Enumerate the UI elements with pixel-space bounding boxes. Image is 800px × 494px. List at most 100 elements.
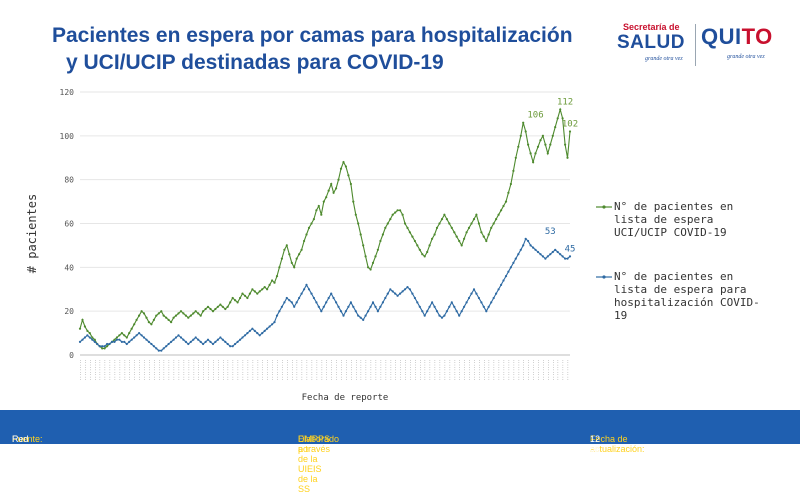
x-tick-label: ......... bbox=[286, 359, 291, 381]
data-point bbox=[502, 279, 505, 282]
x-tick-label: ......... bbox=[281, 359, 286, 381]
data-point bbox=[81, 318, 84, 321]
x-tick-label: ......... bbox=[429, 359, 434, 381]
data-point bbox=[236, 301, 239, 304]
data-point bbox=[389, 288, 392, 291]
x-tick-label: ......... bbox=[448, 359, 453, 381]
x-tick-label: ......... bbox=[562, 359, 567, 381]
x-tick-label: ......... bbox=[522, 359, 527, 381]
data-point bbox=[564, 257, 567, 260]
data-point bbox=[342, 161, 345, 164]
data-point bbox=[482, 235, 485, 238]
x-tick-label: ......... bbox=[296, 359, 301, 381]
data-point bbox=[497, 288, 500, 291]
data-point bbox=[243, 294, 247, 297]
data-point bbox=[527, 239, 530, 243]
data-point bbox=[229, 301, 232, 304]
page-title: Pacientes en espera por camas para hospi… bbox=[52, 22, 612, 76]
data-point bbox=[337, 178, 340, 181]
data-point bbox=[231, 345, 234, 348]
data-point bbox=[174, 336, 178, 339]
data-point bbox=[135, 318, 138, 321]
data-point bbox=[519, 134, 522, 137]
x-tick-label: ......... bbox=[463, 359, 468, 381]
data-point bbox=[189, 314, 192, 317]
data-point bbox=[150, 342, 153, 346]
logo-divider bbox=[695, 24, 696, 66]
x-tick-label: ......... bbox=[537, 359, 542, 381]
data-point bbox=[337, 305, 340, 308]
data-point bbox=[460, 310, 463, 313]
data-point bbox=[448, 222, 451, 225]
data-point bbox=[234, 299, 237, 302]
data-point bbox=[118, 334, 121, 337]
data-point bbox=[108, 342, 111, 346]
data-point bbox=[458, 314, 461, 317]
data-point bbox=[524, 130, 527, 133]
data-point bbox=[416, 244, 419, 247]
legend-label: N° de pacientes en bbox=[614, 270, 733, 283]
data-point bbox=[219, 336, 222, 339]
data-point bbox=[475, 213, 478, 216]
x-tick-label: ......... bbox=[133, 359, 138, 381]
data-point bbox=[162, 347, 165, 350]
data-point bbox=[389, 218, 392, 221]
data-point bbox=[568, 130, 572, 133]
data-point bbox=[211, 310, 215, 313]
x-tick-label: ......... bbox=[153, 359, 158, 381]
data-point bbox=[546, 152, 549, 155]
data-point bbox=[226, 342, 229, 346]
data-label: 102 bbox=[562, 119, 578, 129]
data-point bbox=[214, 307, 217, 311]
legend-label: lista de espera bbox=[614, 213, 713, 226]
data-point bbox=[359, 233, 362, 236]
data-point bbox=[177, 334, 180, 337]
data-point bbox=[465, 301, 468, 304]
data-point bbox=[421, 310, 424, 313]
data-point bbox=[93, 338, 96, 341]
data-point bbox=[463, 237, 466, 240]
data-point bbox=[495, 292, 498, 295]
data-point bbox=[339, 310, 343, 313]
data-point bbox=[310, 292, 313, 295]
x-tick-label: ......... bbox=[138, 359, 143, 381]
data-point bbox=[239, 296, 242, 300]
x-tick-label: ......... bbox=[379, 359, 384, 381]
series-line-1 bbox=[79, 107, 571, 349]
data-point bbox=[295, 301, 298, 304]
data-point bbox=[167, 318, 170, 321]
data-point bbox=[330, 292, 333, 295]
x-tick-label: ......... bbox=[148, 359, 153, 381]
data-point bbox=[413, 239, 416, 243]
data-point bbox=[330, 182, 333, 186]
data-point bbox=[155, 314, 158, 317]
data-point bbox=[490, 226, 493, 229]
x-tick-label: ......... bbox=[202, 359, 207, 381]
data-point bbox=[300, 292, 303, 295]
x-tick-label: ......... bbox=[493, 359, 498, 381]
data-point bbox=[125, 342, 128, 346]
data-point bbox=[307, 288, 311, 291]
data-point bbox=[295, 257, 298, 260]
data-point bbox=[485, 239, 488, 243]
data-point bbox=[470, 222, 473, 225]
data-point bbox=[123, 334, 126, 337]
data-point bbox=[522, 244, 525, 247]
x-tick-label: ......... bbox=[182, 359, 187, 381]
data-point bbox=[162, 314, 165, 317]
data-point bbox=[371, 301, 375, 304]
data-point bbox=[120, 340, 123, 343]
x-tick-label: ......... bbox=[143, 359, 148, 381]
data-point bbox=[298, 253, 301, 256]
data-point bbox=[128, 332, 131, 335]
data-point bbox=[147, 340, 150, 343]
salud-logo: Secretaría de SALUD grande otra vez bbox=[615, 20, 693, 70]
data-point bbox=[344, 165, 347, 168]
x-tick-label: ......... bbox=[370, 359, 375, 381]
x-tick-label: ......... bbox=[365, 359, 370, 381]
salud-logo-top: Secretaría de bbox=[623, 22, 680, 32]
data-point bbox=[152, 318, 155, 321]
data-point bbox=[406, 226, 409, 229]
data-point bbox=[83, 336, 86, 339]
x-tick-label: ......... bbox=[261, 359, 266, 381]
